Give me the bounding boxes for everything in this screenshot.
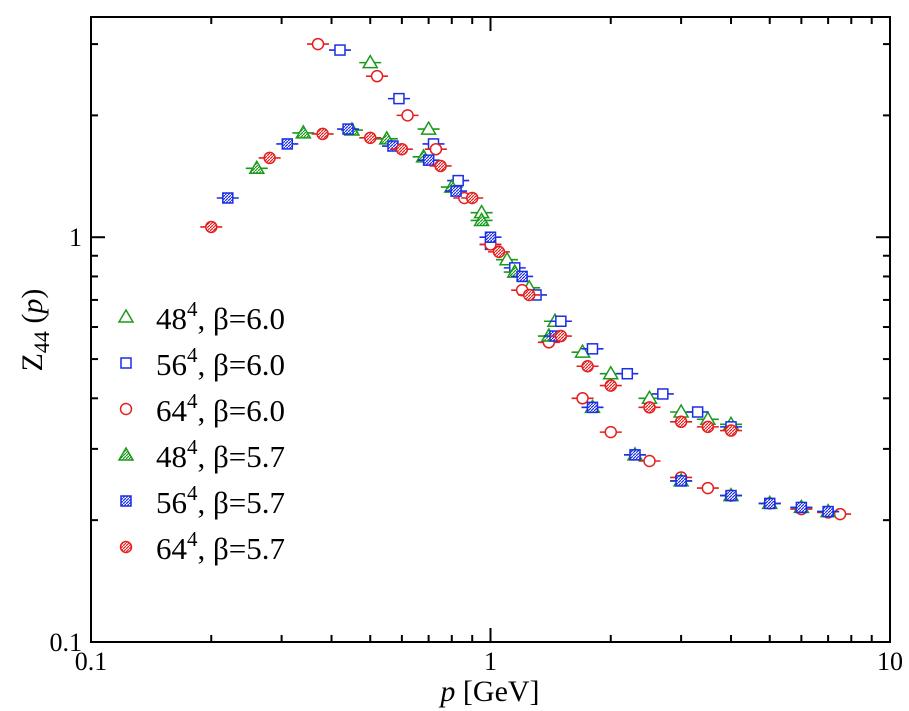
data-point (643, 454, 656, 468)
data-point (450, 185, 462, 197)
legend-label: 564, β=5.7 (156, 481, 285, 520)
data-points (200, 37, 852, 521)
legend-label: 564, β=6.0 (156, 343, 285, 382)
data-point (672, 403, 690, 418)
data-point (795, 501, 808, 514)
legend: 484, β=6.0 564, β=6.0 644, β=6.0 484, β=5.7… (117, 297, 285, 566)
y-axis-title-group: Z44 (p) (16, 289, 54, 372)
data-point (701, 420, 715, 434)
legend-label: 644, β=5.7 (156, 527, 285, 566)
data-point (334, 44, 346, 56)
x-tick-label: 1 (484, 647, 497, 676)
axis-ticks (90, 17, 890, 643)
y-axis-title-arg: p (16, 299, 49, 316)
data-point (725, 489, 737, 502)
legend-label: 484, β=6.0 (156, 297, 285, 336)
data-point (586, 401, 599, 414)
data-point (604, 425, 618, 439)
data-point (361, 54, 379, 69)
data-point (724, 424, 738, 437)
series-1 (328, 44, 743, 433)
y-axis-title: Z44 (p) (16, 289, 54, 372)
data-point (554, 329, 568, 343)
legend-label: 644, β=6.0 (156, 389, 285, 428)
data-point (576, 392, 589, 405)
legend-marker (117, 446, 135, 461)
data-point (602, 365, 620, 380)
data-point (222, 192, 234, 204)
y-tick-label: 1 (69, 223, 82, 252)
data-point (657, 388, 669, 400)
data-point (363, 131, 377, 145)
legend-marker (120, 357, 132, 369)
data-point (822, 505, 834, 518)
axis-tick-labels: 0.1 1 10 0.1 1 (50, 223, 904, 676)
data-point (316, 127, 329, 141)
x-tick-label: 10 (877, 647, 903, 676)
data-point (763, 497, 776, 510)
series-3 (245, 121, 840, 518)
data-point (205, 220, 218, 234)
data-point (393, 92, 405, 105)
data-point (434, 159, 447, 173)
series-4 (216, 123, 840, 518)
data-point (701, 481, 715, 495)
data-point (581, 360, 594, 373)
y-axis-title-main: Z (16, 353, 49, 371)
legend-label: 484, β=5.7 (156, 435, 285, 474)
data-point (691, 406, 704, 418)
data-point (516, 270, 528, 283)
data-point (420, 120, 437, 135)
data-point (621, 367, 634, 380)
data-point (281, 138, 294, 150)
data-point (629, 449, 641, 461)
legend-marker (120, 495, 132, 507)
data-point (370, 69, 384, 83)
legend-marker (119, 540, 133, 554)
data-point (674, 415, 688, 429)
data-point (401, 109, 414, 122)
data-point (248, 159, 266, 175)
data-point (833, 507, 847, 521)
data-point (586, 343, 599, 355)
data-point (295, 124, 312, 139)
y-axis-title-sub: 44 (29, 331, 54, 353)
x-tick-label: 0.1 (75, 647, 108, 676)
x-axis-title: p [GeV] (438, 675, 539, 708)
data-point (555, 315, 567, 328)
data-point (604, 379, 618, 392)
data-point (675, 475, 687, 487)
data-point (429, 142, 443, 156)
data-point (465, 191, 479, 205)
data-point (395, 142, 409, 156)
data-point (522, 288, 536, 302)
data-point (498, 251, 516, 266)
data-point (574, 343, 591, 358)
y-tick-label: 0.1 (50, 628, 83, 657)
series-5 (200, 127, 743, 437)
data-point (342, 123, 354, 135)
x-axis-title-var: p (438, 675, 455, 708)
series-2 (306, 37, 852, 521)
data-point (311, 37, 325, 51)
data-point (643, 401, 656, 414)
data-point (473, 211, 490, 227)
series-0 (359, 54, 743, 431)
legend-marker (117, 308, 135, 323)
legend-marker (119, 402, 133, 416)
data-point (422, 154, 435, 166)
data-point (484, 231, 497, 243)
data-point (263, 151, 276, 165)
x-axis-title-unit: [GeV] (455, 675, 539, 708)
data-point (492, 245, 506, 259)
